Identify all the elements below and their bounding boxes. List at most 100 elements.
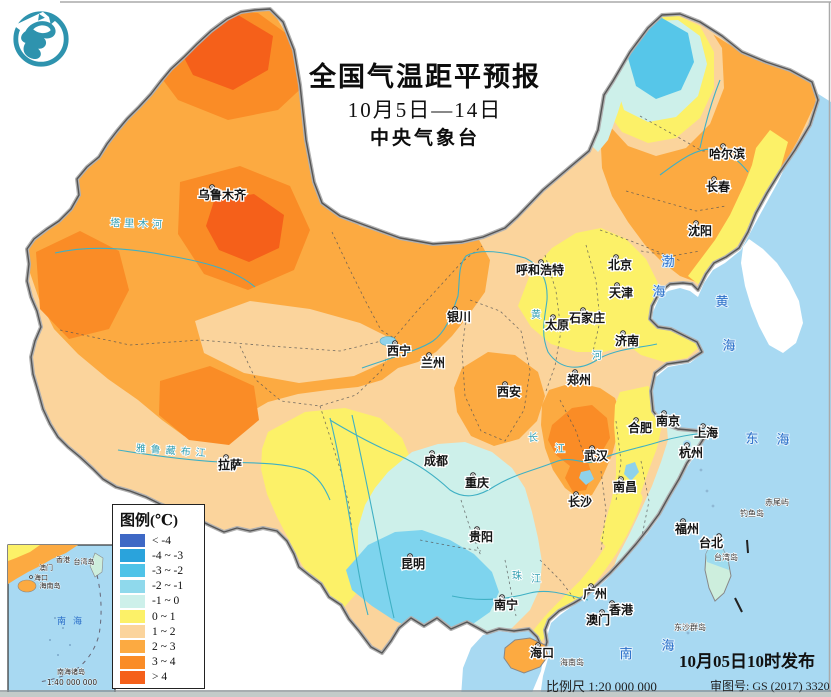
city-label: 武汉 <box>584 448 609 463</box>
legend-label: -3 ~ -2 <box>152 564 184 577</box>
legend: 图例(℃) < -4 -4 ~ -3 -3 ~ -2 -2 ~ -1 -1 ~ 0 0 ~… <box>112 504 205 689</box>
city-marker-dot <box>590 585 592 587</box>
inset-haikou-label: 海口 <box>34 573 48 582</box>
taiwan-island <box>704 540 732 602</box>
legend-swatch <box>120 549 145 563</box>
legend-label: -1 ~ 0 <box>152 595 180 608</box>
city-marker-dot <box>552 316 554 318</box>
legend-swatch <box>120 655 145 669</box>
legend-title: 图例(℃) <box>120 513 178 529</box>
city-marker-dot <box>663 412 665 414</box>
city-label: 合肥 <box>628 420 652 435</box>
legend-item: 1 ~ 2 <box>120 624 198 639</box>
city-marker-dot <box>574 371 576 373</box>
river-label: 塔里木河 <box>110 216 166 231</box>
map-scale: 比例尺 1:20 000 000 <box>546 679 657 694</box>
legend-item: -1 ~ 0 <box>120 594 198 609</box>
legend-swatch <box>120 670 145 684</box>
city-label: 兰州 <box>421 355 445 370</box>
city-label: 南昌 <box>613 479 637 494</box>
city-marker-dot <box>431 452 433 454</box>
city-label: 海口 <box>530 645 554 660</box>
sea-label: 海 <box>722 339 735 354</box>
city-marker-dot <box>702 425 704 427</box>
legend-label: 2 ~ 3 <box>152 640 176 653</box>
legend-label: < -4 <box>152 534 171 547</box>
legend-label: -4 ~ -3 <box>152 549 184 562</box>
city-label: 拉萨 <box>218 457 242 472</box>
inset-sea-label: 南海 <box>57 615 89 627</box>
island-label: 东沙群岛 <box>674 622 706 632</box>
city-label: 呼和浩特 <box>516 262 564 277</box>
city-label: 天津 <box>609 285 633 300</box>
city-label: 南京 <box>656 413 680 428</box>
city-label: 重庆 <box>465 475 489 490</box>
legend-label: 3 ~ 4 <box>152 656 176 669</box>
island-label: 海南岛 <box>560 657 584 667</box>
city-label: 昆明 <box>401 557 425 571</box>
city-label: 太原 <box>545 317 569 332</box>
sea-label: 渤 <box>661 254 674 270</box>
city-label: 南宁 <box>494 597 518 612</box>
sea-label: 海 <box>652 285 665 300</box>
city-marker-dot <box>540 261 542 263</box>
anomaly-regions <box>28 9 816 645</box>
dongting-lake <box>579 470 594 485</box>
legend-swatch <box>120 534 145 548</box>
legend-swatch <box>120 610 145 624</box>
legend-item: -3 ~ -2 <box>120 563 198 578</box>
legend-swatch <box>120 579 145 593</box>
island-label: 台湾岛 <box>714 552 738 562</box>
city-label: 澳门 <box>586 612 610 627</box>
city-marker-dot <box>635 419 637 421</box>
river-label: 珠 <box>512 569 522 582</box>
city-label: 济南 <box>615 333 639 348</box>
city-label: 贵阳 <box>469 529 493 544</box>
city-label: 上海 <box>694 425 718 440</box>
rivers-layer <box>54 79 749 619</box>
city-marker-dot <box>620 478 622 480</box>
city-marker-dot <box>409 555 411 557</box>
legend-item: 3 ~ 4 <box>120 655 198 670</box>
city-marker-dot <box>713 178 715 180</box>
city-marker-dot <box>695 222 697 224</box>
sea-label: 海 <box>661 639 674 654</box>
river-label: 江 <box>555 443 565 455</box>
sea-label: 黄 <box>715 295 728 310</box>
city-label: 香港 <box>608 602 634 617</box>
province-borders <box>59 115 731 617</box>
city-marker-dot <box>615 256 617 258</box>
inset-taiwan-label: 台湾岛 <box>74 557 95 566</box>
city-marker-dot <box>472 474 474 476</box>
city-label: 福州 <box>674 521 699 536</box>
city-marker-dot <box>682 520 684 522</box>
cma-dragon-logo <box>13 11 69 67</box>
island-label: 赤尾屿 <box>765 498 789 507</box>
city-marker-dot <box>601 611 603 613</box>
inset-hongkong-label: 香港 <box>56 555 70 564</box>
sea-label: 东 <box>745 432 758 447</box>
legend-item: -2 ~ -1 <box>120 579 198 594</box>
city-marker-dot <box>225 456 227 458</box>
sea-label: 海 <box>776 433 789 448</box>
city-label: 长春 <box>706 179 731 194</box>
inset-islands-label: 南海诸岛 <box>57 667 85 676</box>
legend-label: 1 ~ 2 <box>152 625 176 638</box>
city-marker-dot <box>428 354 430 356</box>
approval-number: 审图号: GS (2017) 3320号 <box>710 679 830 697</box>
city-label: 沈阳 <box>688 223 712 238</box>
city-marker-dot <box>454 308 456 310</box>
city-marker-dot <box>537 644 539 646</box>
legend-swatch <box>120 640 145 654</box>
forecast-date-range: 10月5日—14日 <box>347 98 503 122</box>
city-marker-dot <box>686 444 688 446</box>
islands-layer <box>686 468 772 635</box>
legend-swatch <box>120 625 145 639</box>
legend-rows: < -4 -4 ~ -3 -3 ~ -2 -2 ~ -1 -1 ~ 0 0 ~ 1 1 ~ … <box>120 533 198 685</box>
inset-scale-label: 1:40 000 000 <box>47 678 97 687</box>
